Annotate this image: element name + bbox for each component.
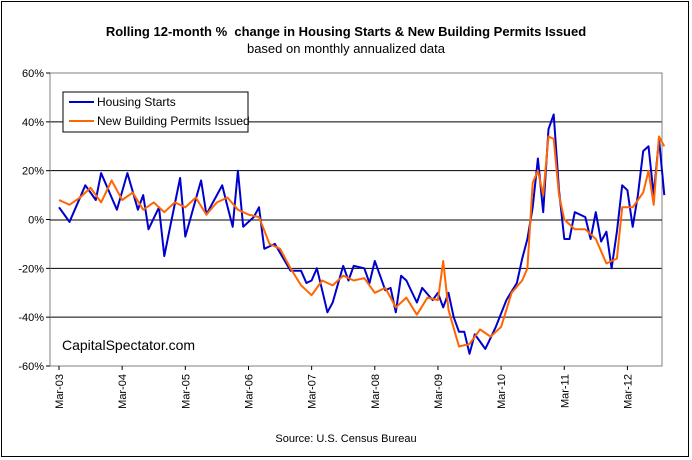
x-tick-label: Mar-10: [496, 374, 508, 409]
x-tick-label: Mar-08: [370, 374, 382, 409]
series-building-permits: [58, 135, 666, 348]
x-tick-label: Mar-05: [180, 374, 192, 409]
y-tick-label: 20%: [22, 166, 44, 178]
x-tick-label: Mar-07: [307, 374, 319, 409]
legend: Housing Starts New Building Permits Issu…: [62, 91, 250, 133]
legend-label-building-permits: New Building Permits Issued: [97, 114, 250, 128]
x-tick-label: Mar-04: [117, 374, 129, 409]
chart-subtitle: based on monthly annualized data: [246, 41, 446, 56]
y-tick-label: 0%: [28, 215, 44, 227]
x-tick-label: Mar-12: [622, 374, 634, 409]
legend-box: [62, 91, 249, 133]
y-tick-label: 60%: [22, 68, 44, 80]
x-tick-label: Mar-03: [54, 374, 66, 409]
y-axis: 60% 40% 20% 0% -20% -40% -60%: [18, 68, 50, 373]
series-group: [58, 113, 666, 355]
x-tick-label: Mar-06: [243, 374, 255, 409]
x-axis: Mar-03 Mar-04 Mar-05 Mar-06 Mar-07 Mar-08 Mar-…: [54, 366, 634, 409]
x-tick-label: Mar-11: [559, 374, 571, 408]
legend-label-housing-starts: Housing Starts: [97, 95, 176, 109]
grid-lines: [50, 121, 662, 318]
series-housing-starts: [58, 113, 666, 355]
y-tick-label: 40%: [22, 117, 44, 129]
watermark-text: CapitalSpectator.com: [62, 337, 195, 353]
y-tick-label: -40%: [18, 312, 44, 324]
source-note: Source: U.S. Census Bureau: [275, 433, 417, 445]
chart-title: Rolling 12-month % change in Housing Sta…: [105, 24, 587, 39]
y-tick-label: -60%: [18, 361, 44, 373]
x-tick-label: Mar-09: [433, 374, 445, 409]
y-tick-label: -20%: [18, 263, 44, 275]
